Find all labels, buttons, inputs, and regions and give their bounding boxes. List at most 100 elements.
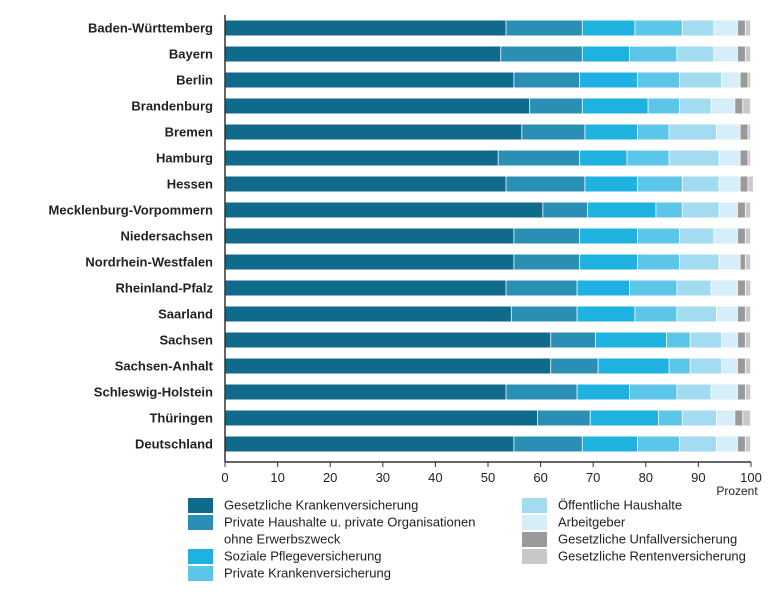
bar-segment xyxy=(582,98,648,114)
bar-segment xyxy=(225,150,498,166)
bar-segment xyxy=(714,228,738,244)
bar-segment xyxy=(543,202,588,218)
bar-segment xyxy=(225,20,506,36)
bar-segment xyxy=(737,306,745,322)
bar-segment xyxy=(648,98,680,114)
legend-label: Gesetzliche Rentenversicherung xyxy=(558,549,746,564)
bar-segment xyxy=(225,98,530,114)
bar-segment xyxy=(737,46,745,62)
bar-segment xyxy=(580,254,638,270)
bar-segment xyxy=(716,436,738,452)
x-tick-label: 60 xyxy=(533,470,547,485)
bar-segment xyxy=(506,176,585,192)
bar-segment xyxy=(635,306,677,322)
category-label: Saarland xyxy=(158,307,213,322)
bar-segment xyxy=(225,254,514,270)
bar-segment xyxy=(577,280,630,296)
x-tick-label: 70 xyxy=(586,470,600,485)
bar-segment xyxy=(637,228,680,244)
bar-segment xyxy=(637,176,682,192)
bar-segment xyxy=(514,72,580,88)
x-tick-label: 0 xyxy=(221,470,228,485)
bar-segment xyxy=(748,150,751,166)
x-tick-label: 40 xyxy=(428,470,442,485)
bar-segment xyxy=(740,254,745,270)
bar-segment xyxy=(590,410,659,426)
bar-segment xyxy=(682,176,719,192)
bar-segment xyxy=(719,176,740,192)
category-label: Nordrhein-Westfalen xyxy=(85,255,213,270)
bar-segment xyxy=(582,46,630,62)
x-unit-label: Prozent xyxy=(716,484,758,498)
category-label: Sachsen xyxy=(160,333,214,348)
bar-segment xyxy=(737,228,745,244)
bar-segment xyxy=(745,358,751,374)
bar-segment xyxy=(740,150,748,166)
category-label: Rheinland-Pfalz xyxy=(115,281,213,296)
bar-segment xyxy=(745,384,751,400)
bar-segment xyxy=(225,384,506,400)
bar-segment xyxy=(745,20,751,36)
bar-segment xyxy=(740,124,748,140)
bar-segment xyxy=(225,228,514,244)
legend-swatch xyxy=(522,549,547,564)
bar-segment xyxy=(669,124,717,140)
bar-segment xyxy=(669,358,690,374)
x-tick-label: 20 xyxy=(323,470,337,485)
bar-segment xyxy=(537,410,590,426)
x-tick-label: 80 xyxy=(639,470,653,485)
bar-segment xyxy=(225,72,514,88)
x-ticks: 0 10 20 30 40 50 60 70 80 90 100 xyxy=(221,462,762,485)
bar-segment xyxy=(630,46,677,62)
bar-segment xyxy=(580,150,627,166)
bar-segment xyxy=(740,72,748,88)
x-tick-label: 50 xyxy=(481,470,495,485)
bar-segment xyxy=(737,332,745,348)
bar-segment xyxy=(582,20,635,36)
bar-segment xyxy=(577,306,635,322)
bar-segment xyxy=(225,46,501,62)
bar-segment xyxy=(719,150,740,166)
bar-segment xyxy=(722,72,740,88)
bar-segment xyxy=(735,98,743,114)
bar-segment xyxy=(498,150,580,166)
bar-segment xyxy=(598,358,669,374)
bar-segment xyxy=(637,124,669,140)
legend-label: Soziale Pflegeversicherung xyxy=(224,549,382,564)
legend-label: Private Haushalte u. private Organisatio… xyxy=(224,515,475,547)
bar-segment xyxy=(677,280,711,296)
bar-segment xyxy=(551,358,598,374)
bar-segment xyxy=(711,280,738,296)
legend-swatch xyxy=(522,532,547,547)
legend-label: Gesetzliche Krankenversicherung xyxy=(224,498,418,513)
bar-segment xyxy=(737,280,745,296)
bar-segment xyxy=(506,280,577,296)
category-label: Baden-Württemberg xyxy=(88,21,213,36)
bar-segment xyxy=(637,436,680,452)
x-tick-label: 10 xyxy=(270,470,284,485)
bar-segment xyxy=(501,46,582,62)
bar-segment xyxy=(682,202,719,218)
bar-segment xyxy=(719,254,740,270)
category-label: Hessen xyxy=(167,177,213,192)
bar-segment xyxy=(225,202,543,218)
category-labels: Baden-Württemberg Bayern Berlin Brandenburg… xyxy=(49,21,214,452)
category-label: Hamburg xyxy=(156,151,213,166)
category-label: Bayern xyxy=(169,47,213,62)
bar-segment xyxy=(737,202,745,218)
bar-segment xyxy=(551,332,596,348)
category-label: Mecklenburg-Vorpommern xyxy=(49,203,214,218)
category-label: Deutschland xyxy=(135,437,213,452)
category-label: Thüringen xyxy=(149,411,213,426)
bar-segment xyxy=(735,410,743,426)
legend: Gesetzliche Krankenversicherung Private H… xyxy=(188,498,746,581)
legend-label: Öffentliche Haushalte xyxy=(558,498,682,513)
bar-segment xyxy=(748,72,751,88)
bar-segment xyxy=(595,332,667,348)
bar-segment xyxy=(587,202,656,218)
bar-segment xyxy=(737,384,745,400)
x-tick-label: 30 xyxy=(376,470,390,485)
bar-segment xyxy=(630,384,677,400)
legend-label: Arbeitgeber xyxy=(558,515,626,530)
